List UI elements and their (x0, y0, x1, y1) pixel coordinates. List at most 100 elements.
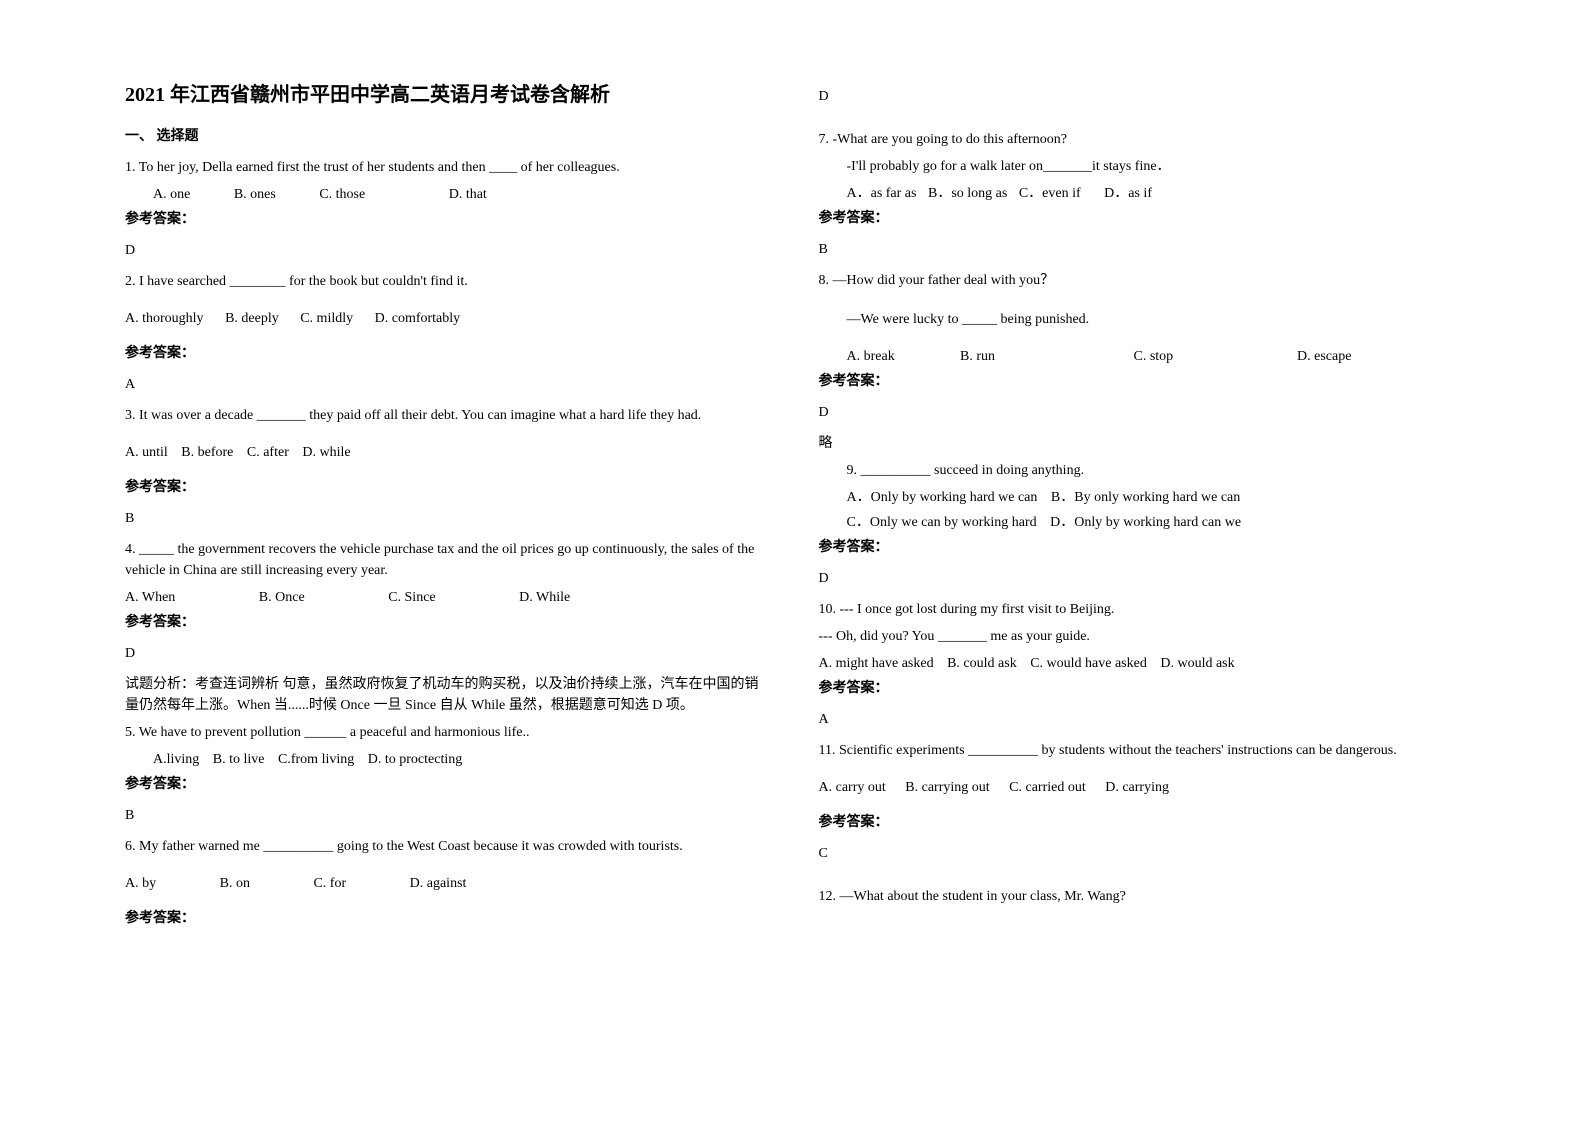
question-4-analysis: 试题分析：考查连词辨析 句意，虽然政府恢复了机动车的购买税，以及油价持续上涨，汽… (125, 674, 769, 716)
option-c: C. Since (388, 587, 435, 608)
option-d: D. that (449, 184, 487, 205)
option-c: C．Only we can by working hard (847, 515, 1037, 530)
option-d: D. would ask (1160, 656, 1234, 671)
option-d: D. against (410, 876, 467, 891)
option-a: A. break (847, 346, 957, 367)
answer-key-8: D (819, 402, 1463, 423)
question-8-note: 略 (819, 433, 1463, 454)
option-a: A.living (153, 752, 199, 767)
question-2-options: A. thoroughly B. deeply C. mildly D. com… (125, 308, 769, 329)
option-d: D．as if (1104, 186, 1152, 201)
option-b: B. run (960, 346, 1130, 367)
answer-label: 参考答案： (819, 208, 1463, 229)
option-a: A. thoroughly (125, 308, 204, 329)
question-6-options: A. by B. on C. for D. against (125, 873, 769, 894)
section-header-1: 一、 选择题 (125, 126, 769, 147)
answer-key-2: A (125, 374, 769, 395)
option-c: C. mildly (300, 308, 353, 329)
option-b: B. before (181, 445, 233, 460)
question-9: 9. __________ succeed in doing anything. (847, 460, 1463, 481)
question-11: 11. Scientific experiments __________ by… (819, 740, 1463, 761)
answer-label: 参考答案： (819, 678, 1463, 699)
option-b: B. to live (213, 752, 265, 767)
question-12: 12. —What about the student in your clas… (819, 886, 1463, 907)
question-8-line1: 8. —How did your father deal with you？ (819, 270, 1463, 291)
question-2: 2. I have searched ________ for the book… (125, 271, 769, 292)
option-a: A. When (125, 587, 175, 608)
option-c: C. stop (1134, 346, 1294, 367)
answer-key-5: B (125, 805, 769, 826)
question-10-line1: 10. --- I once got lost during my first … (819, 599, 1463, 620)
answer-label: 参考答案： (819, 371, 1463, 392)
option-d: D. while (302, 445, 350, 460)
option-d: D. While (519, 590, 570, 605)
question-5-options: A.living B. to live C.from living D. to … (153, 749, 769, 770)
option-b: B. could ask (947, 656, 1017, 671)
option-a: A．Only by working hard we can (847, 490, 1038, 505)
option-c: C. after (247, 445, 289, 460)
question-8-options: A. break B. run C. stop D. escape (847, 346, 1463, 367)
right-column: D 7. -What are you going to do this afte… (794, 80, 1488, 1082)
question-5: 5. We have to prevent pollution ______ a… (125, 722, 769, 743)
question-7-options: A．as far as B．so long as C．even if D．as … (847, 183, 1463, 204)
answer-label: 参考答案： (819, 537, 1463, 558)
question-9-options-row1: A．Only by working hard we can B．By only … (847, 487, 1463, 508)
answer-key-9: D (819, 568, 1463, 589)
option-b: B. on (220, 873, 250, 894)
option-a: A．as far as (847, 186, 917, 201)
answer-key-1: D (125, 240, 769, 261)
option-c: C. those (319, 184, 365, 205)
question-10-options: A. might have asked B. could ask C. woul… (819, 653, 1463, 674)
answer-label: 参考答案： (125, 612, 769, 633)
question-text: 1. To her joy, Della earned first the tr… (125, 160, 620, 175)
question-11-options: A. carry out B. carrying out C. carried … (819, 777, 1463, 798)
option-b: B. deeply (225, 308, 279, 329)
option-c: C. would have asked (1030, 656, 1147, 671)
option-d: D. comfortably (375, 308, 461, 329)
question-4-options: A. When B. Once C. Since D. While (125, 587, 769, 608)
answer-key-7: B (819, 239, 1463, 260)
answer-key-10: A (819, 709, 1463, 730)
answer-label: 参考答案： (125, 774, 769, 795)
question-10-line2: --- Oh, did you? You _______ me as your … (819, 626, 1463, 647)
answer-label: 参考答案： (125, 209, 769, 230)
question-6: 6. My father warned me __________ going … (125, 836, 769, 857)
question-7-line1: 7. -What are you going to do this aftern… (819, 129, 1463, 150)
option-d: D．Only by working hard can we (1050, 515, 1241, 530)
answer-label: 参考答案： (125, 343, 769, 364)
option-c: C. carried out (1009, 780, 1086, 795)
option-a: A. carry out (819, 780, 886, 795)
option-d: D. to proctecting (368, 752, 462, 767)
exam-title: 2021 年江西省赣州市平田中学高二英语月考试卷含解析 (125, 80, 769, 110)
option-a: A. until (125, 445, 168, 460)
left-column: 2021 年江西省赣州市平田中学高二英语月考试卷含解析 一、 选择题 1. To… (100, 80, 794, 1082)
option-b: B. carrying out (905, 780, 989, 795)
answer-label: 参考答案： (819, 812, 1463, 833)
question-1: 1. To her joy, Della earned first the tr… (125, 157, 769, 178)
option-a: A. by (125, 873, 156, 894)
question-3: 3. It was over a decade _______ they pai… (125, 405, 769, 426)
answer-key-11: C (819, 843, 1463, 864)
option-b: B．so long as (928, 186, 1007, 201)
option-b: B. ones (234, 184, 276, 205)
option-b: B. Once (259, 587, 305, 608)
option-a: A. one (153, 184, 190, 205)
option-c: C．even if (1019, 186, 1081, 201)
answer-label: 参考答案： (125, 908, 769, 929)
question-8-line2: —We were lucky to _____ being punished. (847, 309, 1463, 330)
option-d: D. escape (1297, 349, 1351, 364)
answer-key-3: B (125, 508, 769, 529)
question-7-line2: -I'll probably go for a walk later on___… (847, 156, 1463, 177)
question-3-options: A. until B. before C. after D. while (125, 442, 769, 463)
question-9-options-row2: C．Only we can by working hard D．Only by … (847, 512, 1463, 533)
option-d: D. carrying (1105, 780, 1169, 795)
option-c: C. for (313, 873, 346, 894)
question-1-options: A. one B. ones C. those D. that (153, 184, 769, 205)
question-4: 4. _____ the government recovers the veh… (125, 539, 769, 581)
answer-key-6: D (819, 86, 1463, 107)
answer-key-4: D (125, 643, 769, 664)
option-b: B．By only working hard we can (1051, 490, 1240, 505)
answer-label: 参考答案： (125, 477, 769, 498)
option-c: C.from living (278, 752, 354, 767)
option-a: A. might have asked (819, 656, 934, 671)
